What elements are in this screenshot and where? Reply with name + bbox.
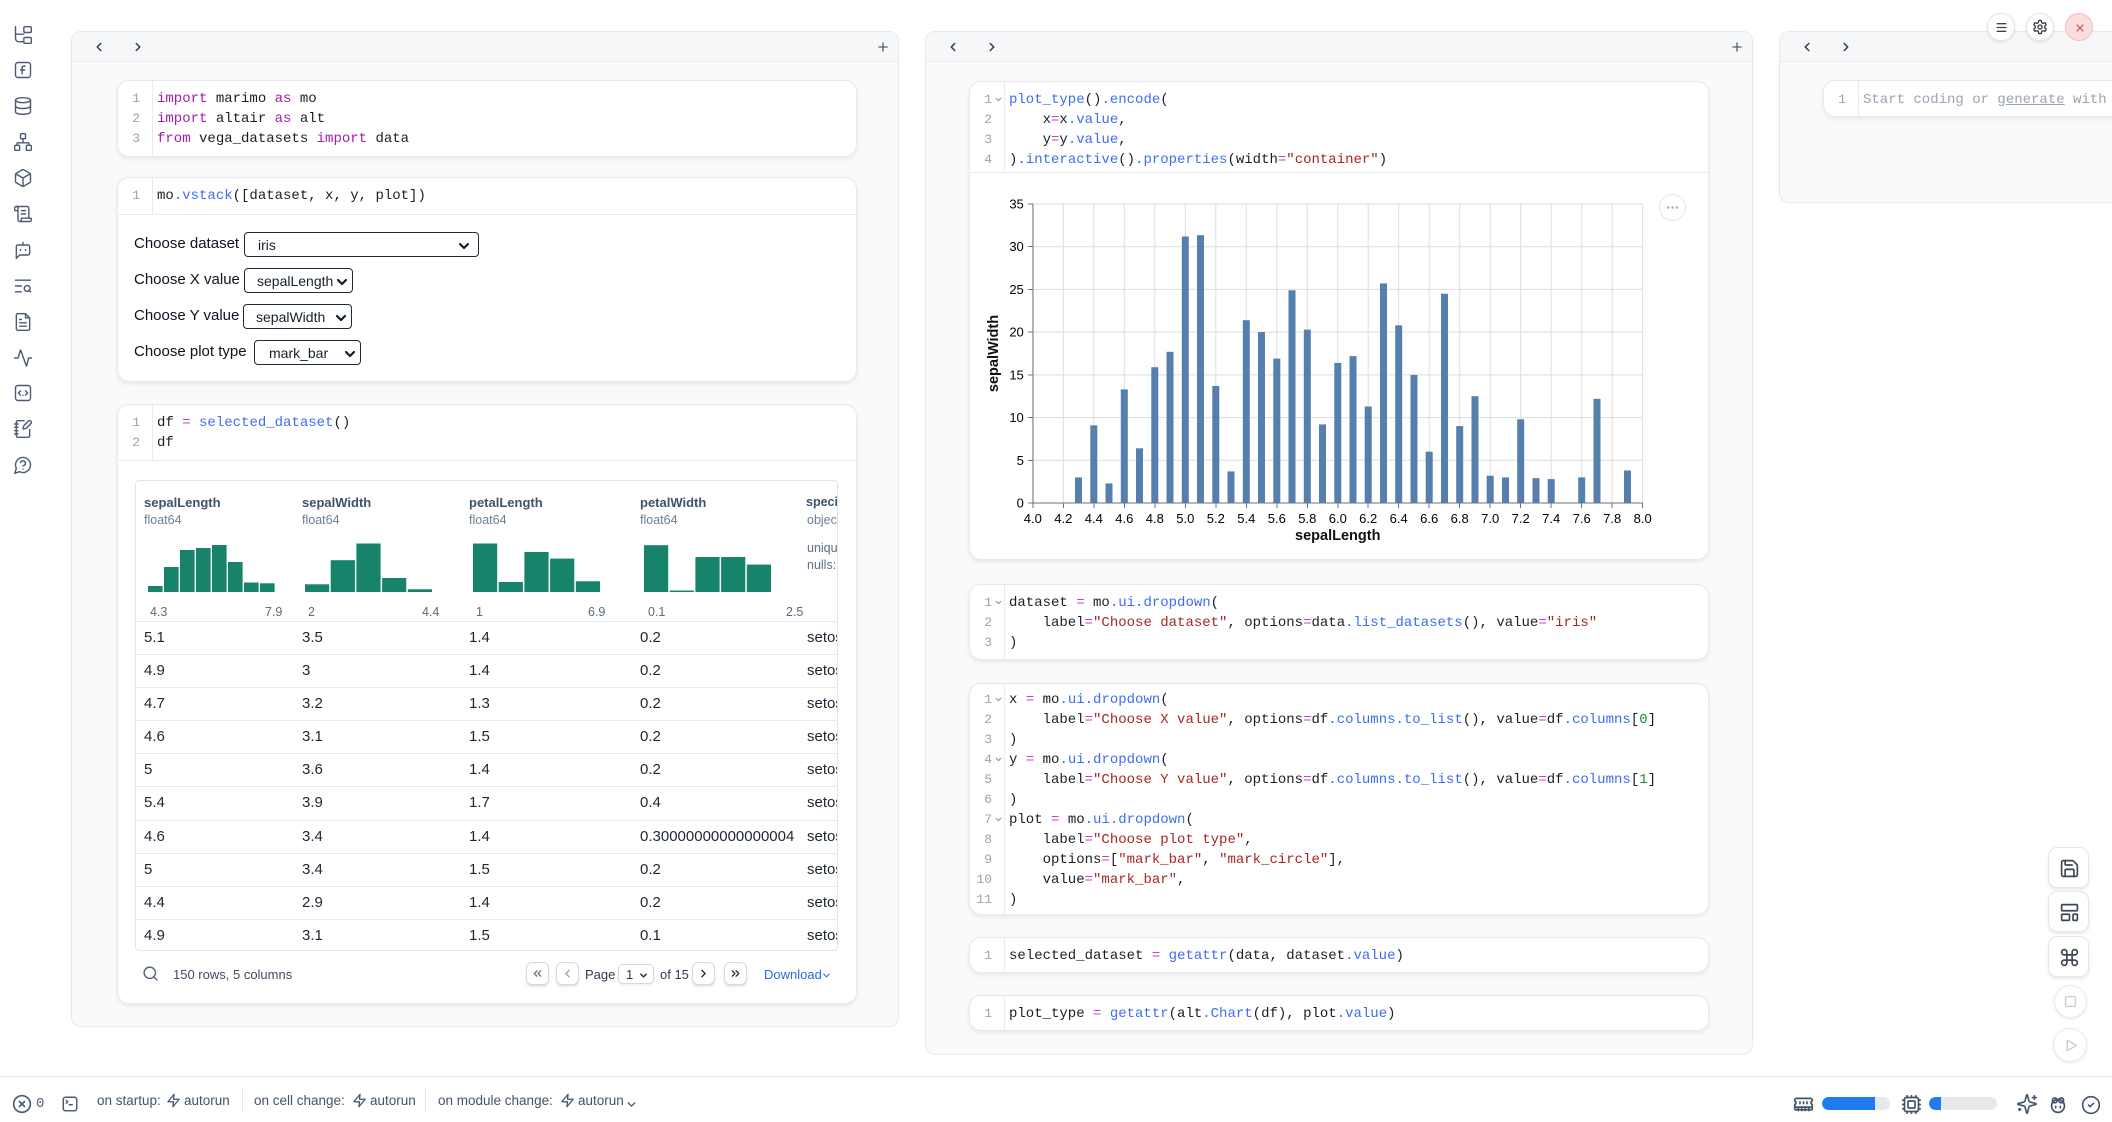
svg-text:25: 25 xyxy=(1009,282,1023,297)
svg-text:sepalLength: sepalLength xyxy=(1295,528,1380,544)
svg-text:6.6: 6.6 xyxy=(1420,511,1438,526)
svg-text:4.2: 4.2 xyxy=(1054,511,1072,526)
svg-text:7.8: 7.8 xyxy=(1603,511,1621,526)
svg-text:5.8: 5.8 xyxy=(1298,511,1316,526)
svg-text:6.4: 6.4 xyxy=(1390,511,1408,526)
svg-text:5.6: 5.6 xyxy=(1268,511,1286,526)
svg-text:8.0: 8.0 xyxy=(1634,511,1652,526)
svg-text:15: 15 xyxy=(1009,367,1023,382)
svg-text:5.4: 5.4 xyxy=(1237,511,1255,526)
svg-text:6.8: 6.8 xyxy=(1451,511,1469,526)
svg-text:20: 20 xyxy=(1009,325,1023,340)
svg-text:35: 35 xyxy=(1009,197,1023,212)
svg-text:5.0: 5.0 xyxy=(1176,511,1194,526)
svg-text:30: 30 xyxy=(1009,239,1023,254)
svg-text:4.0: 4.0 xyxy=(1024,511,1042,526)
svg-text:5: 5 xyxy=(1017,453,1024,468)
svg-text:6.2: 6.2 xyxy=(1359,511,1377,526)
svg-text:0: 0 xyxy=(1017,496,1024,511)
svg-text:7.6: 7.6 xyxy=(1573,511,1591,526)
svg-text:10: 10 xyxy=(1009,410,1023,425)
svg-text:7.0: 7.0 xyxy=(1481,511,1499,526)
svg-text:4.4: 4.4 xyxy=(1085,511,1103,526)
svg-text:sepalWidth: sepalWidth xyxy=(986,315,1002,392)
svg-text:4.6: 4.6 xyxy=(1115,511,1133,526)
svg-text:7.2: 7.2 xyxy=(1512,511,1530,526)
svg-text:6.0: 6.0 xyxy=(1329,511,1347,526)
svg-text:7.4: 7.4 xyxy=(1542,511,1560,526)
svg-text:5.2: 5.2 xyxy=(1207,511,1225,526)
svg-text:4.8: 4.8 xyxy=(1146,511,1164,526)
